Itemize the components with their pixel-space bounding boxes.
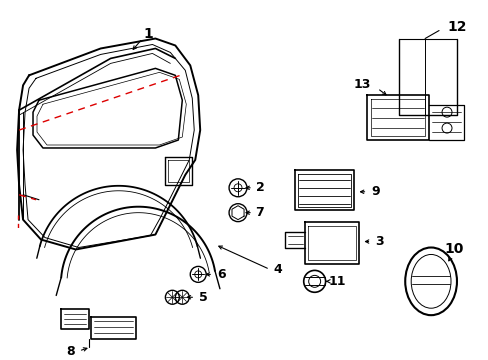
Text: 5: 5	[199, 291, 207, 304]
Text: 2: 2	[255, 181, 264, 194]
Text: 6: 6	[216, 268, 225, 281]
Text: 7: 7	[255, 206, 264, 219]
Text: 9: 9	[370, 185, 379, 198]
Text: 12: 12	[446, 19, 466, 33]
Text: 13: 13	[353, 78, 370, 91]
Text: 3: 3	[374, 235, 383, 248]
Text: 11: 11	[328, 275, 346, 288]
Text: 8: 8	[66, 345, 75, 357]
Text: 1: 1	[143, 27, 153, 41]
Text: 4: 4	[273, 263, 282, 276]
Text: 10: 10	[444, 243, 463, 256]
